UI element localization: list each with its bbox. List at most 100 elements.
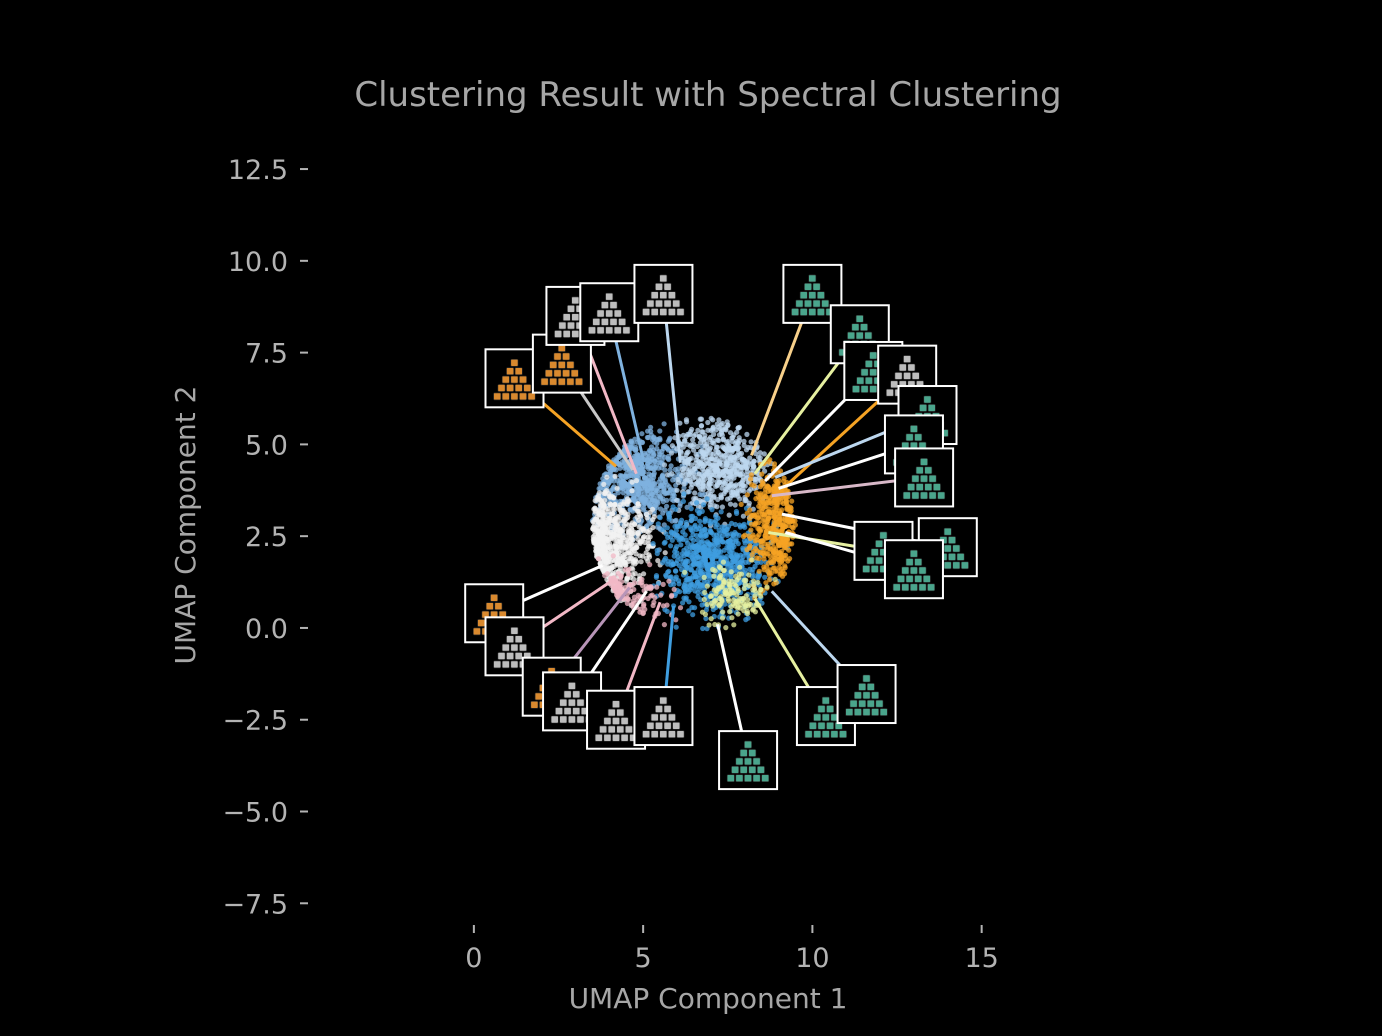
point: [627, 528, 633, 535]
thumbnail-tile: [557, 377, 566, 386]
thumbnail-tile: [804, 730, 813, 739]
point: [640, 526, 646, 532]
thumbnail-tile: [655, 299, 663, 308]
thumbnail-tile: [592, 318, 601, 326]
point: [716, 479, 722, 485]
point: [651, 470, 657, 476]
point: [755, 579, 761, 586]
thumbnail-tile: [821, 713, 830, 722]
point: [645, 434, 652, 441]
point: [605, 506, 611, 512]
thumbnail-tile: [612, 717, 620, 725]
point: [649, 485, 655, 491]
point: [734, 592, 740, 598]
point: [636, 524, 642, 530]
thumbnail-tile: [871, 691, 879, 700]
thumbnail-tile: [735, 757, 744, 766]
point: [650, 450, 656, 456]
point: [685, 489, 691, 495]
point: [647, 509, 653, 515]
thumbnail-tile: [795, 299, 804, 308]
point: [704, 601, 710, 608]
point: [646, 471, 652, 477]
thumbnail-tile: [927, 583, 935, 592]
point: [692, 474, 698, 480]
point: [628, 550, 635, 556]
point: [726, 484, 732, 490]
thumbnail-tile: [497, 652, 506, 660]
point: [666, 516, 672, 522]
point: [720, 559, 727, 565]
thumbnail-tile: [613, 309, 622, 318]
point: [765, 534, 771, 540]
point: [758, 497, 765, 503]
thumbnail-tile: [563, 690, 572, 699]
point: [726, 598, 732, 604]
point: [614, 538, 620, 544]
point: [694, 548, 700, 555]
point: [756, 532, 762, 538]
point: [781, 478, 787, 484]
thumbnail-tile: [870, 548, 879, 557]
point: [660, 581, 666, 588]
point: [673, 568, 679, 574]
point: [595, 556, 602, 562]
point: [728, 569, 734, 575]
thumbnail-tile: [928, 491, 937, 500]
point: [744, 431, 750, 437]
point: [777, 571, 783, 577]
point: [675, 476, 681, 482]
point: [725, 469, 731, 475]
thumbnail-tile: [748, 765, 757, 774]
point: [639, 576, 645, 582]
point: [706, 548, 712, 554]
thumbnail-tile: [875, 699, 884, 708]
point: [648, 465, 654, 471]
x-tick-label: 15: [964, 943, 998, 974]
point: [755, 515, 762, 521]
point: [736, 450, 742, 456]
point: [736, 435, 742, 441]
point: [717, 426, 724, 432]
point: [706, 482, 713, 488]
point: [735, 588, 741, 594]
point: [701, 543, 707, 550]
point: [721, 453, 727, 459]
thumbnail-tile: [659, 291, 668, 300]
point: [617, 507, 623, 513]
point: [630, 566, 636, 572]
point: [743, 463, 749, 469]
point: [610, 553, 616, 559]
point: [740, 456, 746, 463]
point: [612, 502, 618, 508]
thumbnail-tile: [562, 369, 570, 378]
point: [744, 610, 751, 617]
point: [659, 457, 665, 463]
point: [735, 611, 741, 617]
point: [735, 559, 741, 565]
point: [706, 461, 713, 467]
thumbnail-tile: [830, 730, 839, 739]
thumbnail-tile: [918, 566, 927, 575]
point: [738, 571, 745, 577]
point: [719, 615, 726, 621]
point: [711, 582, 717, 588]
point: [597, 521, 603, 527]
thumbnail-tile: [655, 721, 663, 730]
point: [690, 612, 696, 618]
point: [750, 578, 757, 584]
thumbnail-tile: [519, 392, 527, 401]
thumbnail-tile: [663, 299, 672, 308]
thumbnail-tile: [756, 765, 765, 774]
thumbnail-tile: [905, 575, 914, 583]
point: [713, 513, 719, 519]
thumbnail-tile: [860, 323, 868, 332]
point: [638, 559, 644, 565]
point: [766, 509, 772, 515]
point: [661, 486, 667, 492]
point: [651, 439, 658, 445]
thumbnail-tile: [862, 691, 871, 700]
point: [695, 427, 701, 433]
point: [757, 484, 764, 490]
